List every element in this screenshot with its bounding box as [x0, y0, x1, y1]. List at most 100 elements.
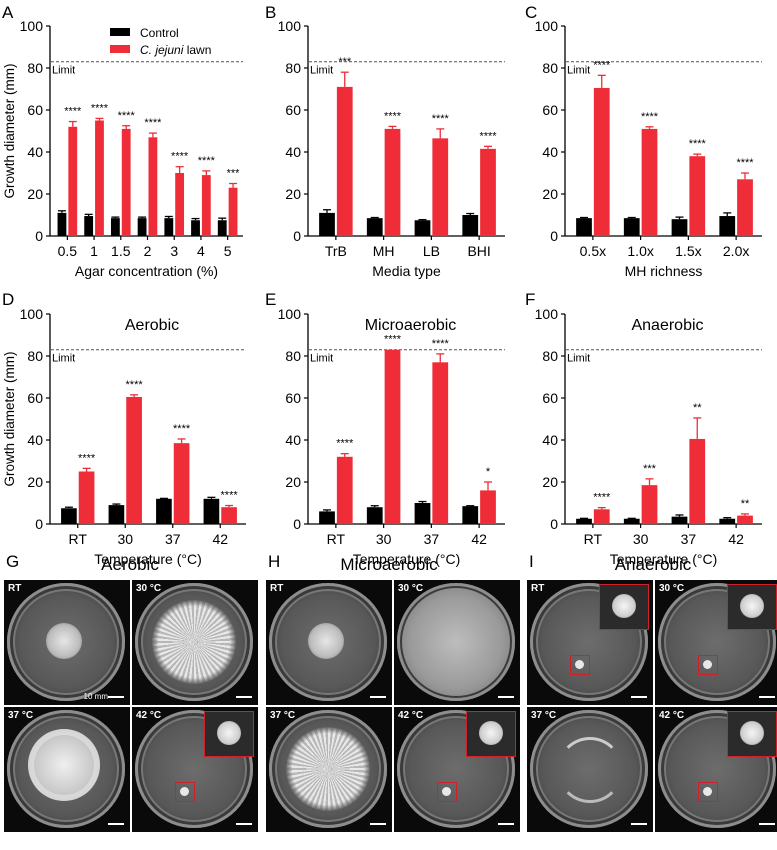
limit-label-e: Limit [310, 353, 333, 365]
x-tick-label-f: 37 [681, 531, 697, 547]
petri-dish-image: 30 °C [394, 580, 520, 705]
dish-label: 37 °C [531, 710, 557, 721]
x-tick-label-b: BHI [467, 243, 490, 259]
chart-title-f: Anaerobic [631, 317, 703, 334]
x-axis-label-b: Media type [372, 263, 441, 279]
bar-control-a [191, 220, 200, 236]
significance-e: * [486, 466, 491, 478]
dish-label: 30 °C [398, 583, 424, 594]
photo-title-g: Aerobic [101, 555, 159, 574]
bar-control-c [576, 218, 592, 236]
y-tick-label-d: 0 [35, 516, 43, 532]
panel-letter-h: H [268, 552, 281, 571]
bar-treatment-b [480, 148, 496, 236]
y-tick-label-d: 40 [27, 432, 43, 448]
x-axis-label-d: Temperature (°C) [94, 551, 202, 567]
x-tick-label-a: 0.5 [58, 243, 78, 259]
bar-treatment-c [641, 128, 658, 236]
significance-a: **** [91, 102, 109, 114]
bar-control-f [671, 516, 688, 524]
y-tick-label-b: 60 [285, 102, 301, 118]
bar-treatment-d [173, 443, 190, 524]
panel-letter-a: A [2, 3, 14, 22]
scale-bar [498, 823, 514, 825]
y-tick-label-a: 60 [27, 102, 43, 118]
photo-title-i: Anaerobic [614, 555, 692, 574]
x-tick-label-f: 42 [728, 531, 744, 547]
scale-bar [631, 696, 647, 698]
y-tick-label-d: 60 [27, 390, 43, 406]
significance-e: **** [336, 438, 354, 450]
panel-letter-f: F [525, 290, 535, 309]
x-tick-label-e: 37 [424, 531, 440, 547]
x-tick-label-b: TrB [325, 243, 347, 259]
y-tick-label-b: 20 [285, 186, 301, 202]
significance-f: *** [643, 463, 657, 475]
bar-control-b [319, 212, 335, 236]
bar-treatment-e [432, 362, 449, 524]
bar-control-a [84, 216, 94, 236]
x-tick-label-a: 1.5 [111, 243, 131, 259]
significance-d: **** [78, 452, 96, 464]
x-tick-label-f: 30 [633, 531, 649, 547]
significance-c: **** [689, 138, 707, 150]
bar-control-e [319, 511, 335, 524]
petri-dish-image: 37 °C [266, 707, 392, 832]
petri-dish-image: 37 °C [4, 707, 130, 832]
bar-control-c [671, 219, 688, 236]
bar-treatment-f [689, 438, 706, 524]
significance-d: **** [173, 423, 191, 435]
x-axis-label-e: Temperature (°C) [353, 551, 461, 567]
y-tick-label-a: 0 [35, 228, 43, 244]
bar-treatment-e [384, 349, 401, 524]
y-axis-label-a: Growth diameter (mm) [2, 63, 17, 198]
legend-label: C. jejuni lawn [140, 43, 211, 57]
y-tick-label-f: 40 [542, 432, 558, 448]
bar-control-e [366, 507, 383, 524]
x-tick-label-e: 42 [471, 531, 487, 547]
petri-dish-image: 42 °C [132, 707, 258, 832]
significance-a: **** [171, 151, 189, 163]
y-tick-label-e: 80 [285, 348, 301, 364]
scale-bar [108, 823, 124, 825]
scale-bar [498, 696, 514, 698]
dish-label: 42 °C [136, 710, 162, 721]
x-tick-label-e: RT [327, 531, 346, 547]
bar-treatment-f [641, 485, 658, 524]
y-tick-label-b: 40 [285, 144, 301, 160]
panel-letter-d: D [2, 290, 14, 309]
x-tick-label-c: 0.5x [580, 243, 606, 259]
scale-bar [370, 696, 386, 698]
dish-label: 30 °C [136, 583, 162, 594]
limit-label-c: Limit [567, 65, 590, 77]
scale-bar [236, 823, 252, 825]
dish-label: 42 °C [659, 710, 685, 721]
panel-letter-c: C [525, 3, 537, 22]
bar-treatment-e [480, 490, 496, 524]
bar-treatment-b [384, 128, 401, 236]
bar-treatment-d [221, 507, 237, 524]
legend-swatch [110, 28, 130, 36]
scale-bar [759, 696, 775, 698]
x-tick-label-a: 5 [224, 243, 232, 259]
bar-control-e [462, 506, 479, 524]
x-tick-label-f: RT [584, 531, 603, 547]
significance-a: **** [64, 106, 82, 118]
bar-control-f [719, 518, 736, 524]
significance-a: **** [118, 110, 136, 122]
petri-dish-image: 30 °C [132, 580, 258, 705]
bar-control-a [57, 212, 67, 236]
petri-dish-image: RT 10 mm [4, 580, 130, 705]
bar-treatment-a [175, 173, 185, 236]
bar-control-d [108, 505, 125, 524]
x-tick-label-a: 1 [90, 243, 98, 259]
x-tick-label-c: 1.0x [627, 243, 653, 259]
bar-treatment-c [737, 179, 753, 236]
y-tick-label-f: 80 [542, 348, 558, 364]
petri-dish-image: 37 °C [527, 707, 653, 832]
x-axis-label-c: MH richness [625, 263, 703, 279]
chart-title-d: Aerobic [125, 317, 179, 334]
x-axis-label-a: Agar concentration (%) [75, 263, 218, 279]
significance-a: **** [198, 155, 216, 167]
bar-treatment-b [432, 138, 449, 236]
